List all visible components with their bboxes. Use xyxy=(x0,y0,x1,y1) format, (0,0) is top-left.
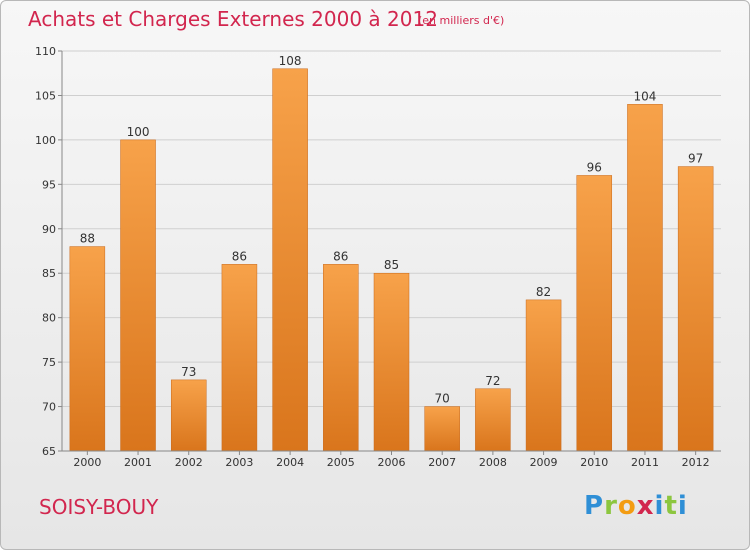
bar-value-label: 108 xyxy=(279,54,302,68)
chart-title: Achats et Charges Externes 2000 à 2012 xyxy=(28,7,438,31)
bar-2005 xyxy=(323,264,359,452)
bar-2002 xyxy=(170,379,207,452)
y-tick-label: 65 xyxy=(42,445,56,458)
bar-2004 xyxy=(272,68,308,452)
y-tick-label: 80 xyxy=(42,312,56,325)
x-tick-label: 2011 xyxy=(631,456,659,469)
y-tick-label: 70 xyxy=(42,401,56,414)
x-tick-label: 2012 xyxy=(682,456,710,469)
x-tick-label: 2009 xyxy=(530,456,558,469)
bar-2011 xyxy=(627,104,663,452)
x-tick-label: 2007 xyxy=(428,456,456,469)
bars: 88 100 73 86 108 86 85 70 72 82 96 104 97 xyxy=(69,54,714,452)
bar-2012 xyxy=(677,166,714,452)
y-tick-label: 100 xyxy=(35,134,56,147)
y-tick-label: 85 xyxy=(42,267,56,280)
chart-subtitle: (en milliers d'€) xyxy=(418,14,505,27)
bar-value-label: 104 xyxy=(634,89,657,103)
y-tick-label: 90 xyxy=(42,223,56,236)
bar-value-label: 97 xyxy=(688,152,703,166)
x-tick-label: 2004 xyxy=(276,456,304,469)
bar-value-label: 96 xyxy=(587,160,602,174)
x-tick-label: 2005 xyxy=(327,456,355,469)
x-tick-label: 2006 xyxy=(378,456,406,469)
bar-2001 xyxy=(120,139,156,452)
bar-2006 xyxy=(373,272,410,452)
bar-2007 xyxy=(424,406,460,452)
y-tick-label: 75 xyxy=(42,356,56,369)
y-tick-label: 95 xyxy=(42,178,56,191)
commune-name: SOISY-BOUY xyxy=(39,495,159,519)
bar-value-label: 86 xyxy=(333,249,348,263)
bar-value-label: 85 xyxy=(384,258,399,272)
bar-value-label: 82 xyxy=(536,285,551,299)
bar-value-label: 73 xyxy=(181,365,196,379)
bar-value-label: 86 xyxy=(232,249,247,263)
y-tick-label: 105 xyxy=(35,89,56,102)
x-tick-label: 2000 xyxy=(73,456,101,469)
x-tick-label: 2010 xyxy=(580,456,608,469)
x-tick-label: 2001 xyxy=(124,456,152,469)
bar-2010 xyxy=(576,175,613,452)
bar-value-label: 70 xyxy=(435,392,450,406)
bar-2008 xyxy=(475,388,511,452)
x-tick-label: 2003 xyxy=(225,456,253,469)
bar-value-label: 88 xyxy=(80,232,95,246)
bar-2003 xyxy=(221,264,258,452)
bar-2000 xyxy=(69,246,106,452)
x-tick-label: 2008 xyxy=(479,456,507,469)
bar-value-label: 100 xyxy=(127,125,150,139)
axes: 65 70 75 80 85 90 95 100 105 110 2000 2001 2002 2003 2… xyxy=(35,45,721,469)
bar-value-label: 72 xyxy=(485,374,500,388)
y-tick-label: 110 xyxy=(35,45,56,58)
bar-2009 xyxy=(525,299,562,452)
x-tick-label: 2002 xyxy=(175,456,203,469)
proxiti-logo: Proxiti xyxy=(584,491,688,521)
